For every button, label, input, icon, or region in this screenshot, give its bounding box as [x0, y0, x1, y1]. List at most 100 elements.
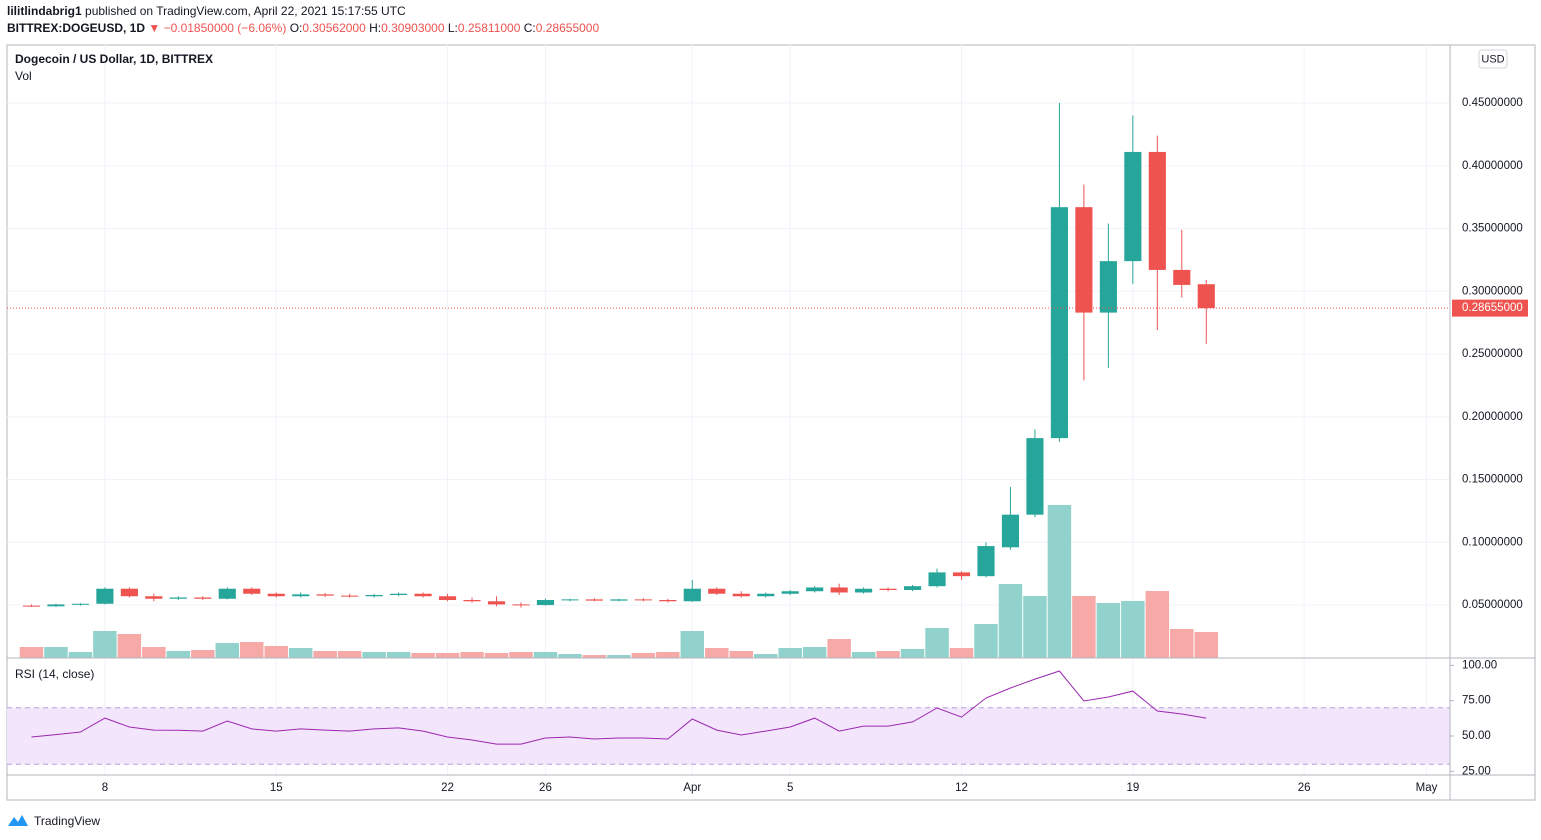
volume-bar [19, 647, 44, 658]
candle-body [952, 572, 971, 577]
candle-body [194, 597, 212, 599]
change: ▼ −0.01850000 (−6.06%) [148, 21, 286, 35]
brand: TradingView [34, 814, 100, 828]
pane-title: Dogecoin / US Dollar, 1D, BITTREX [15, 52, 213, 66]
volume-bar [631, 653, 656, 658]
volume-bar [460, 652, 484, 658]
volume-bar [949, 648, 974, 658]
volume-bar [1121, 601, 1145, 658]
candle-body [1148, 151, 1166, 270]
o-value: 0.30562000 [302, 21, 366, 35]
y-tick-label: 0.20000000 [1462, 411, 1523, 423]
l-value: 0.25811000 [458, 21, 521, 35]
volume-bar [337, 651, 362, 658]
candle-body [928, 572, 946, 587]
volume-bar [240, 642, 264, 658]
volume-bar [680, 631, 705, 658]
volume-bar [117, 634, 142, 658]
candle-body [561, 599, 579, 601]
x-tick-label: 8 [102, 782, 108, 794]
volume-bar [753, 654, 778, 658]
candle-body [781, 591, 799, 594]
volume-bar [142, 647, 166, 658]
volume-bar [851, 652, 876, 658]
currency-button[interactable] [1478, 49, 1508, 69]
volume-bar [484, 653, 509, 658]
rsi-band [7, 707, 1450, 765]
rsi-legend: RSI (14, close) [15, 667, 94, 681]
rsi-tick-label: 75.00 [1462, 695, 1491, 707]
currency[interactable]: USD [1481, 53, 1504, 65]
volume-bar [1023, 596, 1047, 658]
volume-legend: Vol [15, 69, 32, 83]
volume-bar [998, 584, 1023, 658]
x-tick-label: 26 [539, 782, 552, 794]
volume-bar [68, 652, 93, 658]
candle-body [267, 593, 285, 597]
candle-body [659, 600, 677, 602]
candle-body [169, 597, 187, 599]
c-value: 0.28655000 [536, 21, 600, 35]
volume-bar [313, 651, 337, 658]
x-tick-label: Apr [683, 782, 701, 794]
candle-body [463, 600, 481, 602]
candle-body [1001, 514, 1020, 548]
symbol: BITTREX:DOGEUSD, 1D [7, 21, 145, 35]
published: published on TradingView.com, April 22, … [85, 4, 406, 18]
volume-bar [900, 649, 925, 658]
logo-icon [8, 815, 28, 826]
candle-body [1124, 151, 1142, 262]
candle-body [1050, 207, 1068, 439]
volume-bar [386, 652, 411, 658]
y-tick-label: 0.10000000 [1462, 536, 1523, 548]
volume-bar [974, 624, 998, 658]
candle-body [120, 588, 138, 597]
volume-bar [166, 651, 191, 658]
author[interactable]: lilitlindabrig1 [7, 4, 82, 18]
frame [6, 44, 1536, 801]
volume-bar [1047, 505, 1072, 658]
y-tick-label: 0.35000000 [1462, 223, 1523, 235]
volume-bar [264, 646, 288, 658]
rsi-tick-label: 100.00 [1462, 659, 1497, 671]
volume-bar [93, 631, 117, 658]
logo [8, 815, 28, 826]
volume-bar [729, 651, 753, 658]
candle-body [487, 601, 506, 605]
x-tick-label: 26 [1298, 782, 1311, 794]
candle-body [610, 599, 628, 601]
volume-bar [705, 648, 729, 658]
y-tick-label: 0.05000000 [1462, 599, 1523, 611]
candle-body [71, 603, 89, 605]
l-label: L: [448, 21, 458, 35]
candle-body [806, 587, 824, 592]
candle-body [708, 588, 726, 594]
candle-body [879, 588, 897, 590]
header-line: lilitlindabrig1 published on TradingView… [7, 4, 406, 18]
volume-bar [509, 652, 533, 658]
candle-body [96, 588, 114, 604]
volume-bar [558, 654, 582, 658]
volume-bar [802, 647, 827, 658]
candle-body [218, 588, 236, 599]
candle-body [243, 588, 261, 594]
volume-bar [411, 653, 435, 658]
volume-bar [435, 653, 460, 658]
candle-body [341, 595, 359, 597]
x-tick-label: 19 [1126, 782, 1139, 794]
x-tick-label: 15 [270, 782, 283, 794]
volume-bar [778, 648, 802, 658]
rsi-line [31, 670, 1207, 745]
candle-body [512, 604, 530, 606]
volume-bar [191, 650, 215, 658]
candle-body [438, 596, 457, 601]
candle-body [414, 593, 432, 597]
candle-body [22, 605, 41, 607]
candle-body [732, 593, 750, 597]
last-price-label: 0.28655000 [1462, 302, 1523, 314]
candle-body [634, 599, 652, 601]
candle-body [1173, 269, 1191, 285]
candle-body [904, 586, 922, 590]
rsi-tick-label: 50.00 [1462, 730, 1491, 742]
